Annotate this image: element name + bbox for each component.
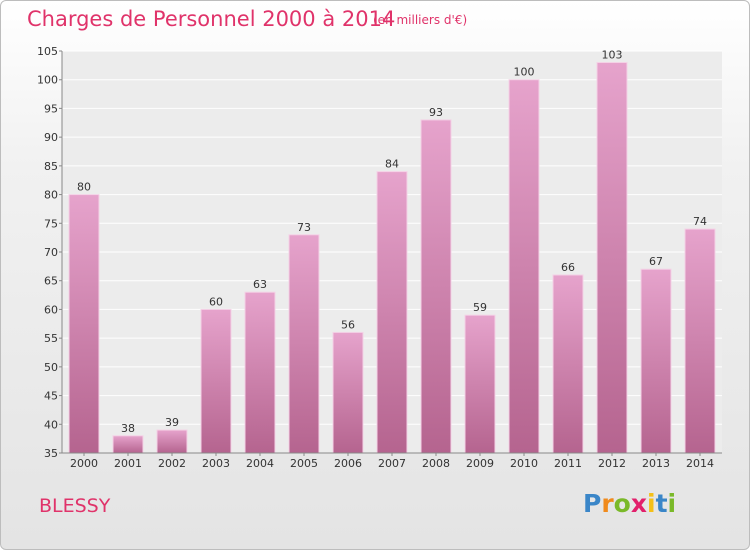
logo-letter: t [655,489,668,518]
x-tick-label: 2003 [202,457,230,470]
bar [552,274,584,454]
bar [332,331,364,454]
y-tick-label: 60 [44,303,58,316]
data-label: 103 [602,48,623,61]
y-tick-label: 85 [44,160,58,173]
logo-letter: x [630,489,647,518]
y-tick-label: 35 [44,447,58,460]
x-tick-label: 2000 [70,457,98,470]
commune-name: BLESSY [39,495,111,517]
data-label: 59 [473,301,487,314]
x-tick-label: 2007 [378,457,406,470]
logo-letter: i [667,489,677,518]
bars: 80 38 39 60 63 73 56 84 93 59 100 66 103 67 74 [68,48,716,454]
bar [200,308,232,454]
data-label: 73 [297,221,311,234]
y-tick-label: 70 [44,246,58,259]
x-tick-label: 2010 [510,457,538,470]
proxiti-logo[interactable]: Proxiti [583,489,676,518]
y-tick-label: 105 [37,45,58,58]
x-tick-label: 2005 [290,457,318,470]
bar [464,314,496,454]
data-label: 60 [209,295,223,308]
x-tick-label: 2009 [466,457,494,470]
y-tick-label: 40 [44,418,58,431]
y-tick-label: 50 [44,361,58,374]
logo-letter: P [583,489,602,518]
x-tick-label: 2012 [598,457,626,470]
x-tick-label: 2014 [686,457,714,470]
x-tick-label: 2008 [422,457,450,470]
bar [596,61,628,454]
bar [112,435,144,454]
data-label: 66 [561,261,575,274]
data-label: 84 [385,158,399,171]
logo-letter: r [601,489,614,518]
bar [508,79,540,454]
y-tick-label: 95 [44,102,58,115]
data-label: 67 [649,255,663,268]
y-tick-label: 100 [37,74,58,87]
x-tick-label: 2001 [114,457,142,470]
chart-title: Charges de Personnel 2000 à 2014 [27,7,396,31]
bar [640,268,672,454]
data-label: 38 [121,422,135,435]
axes: 35 40 45 50 55 60 65 70 75 80 85 90 95 100 105 2000 2001… [37,45,722,470]
bar [684,228,716,454]
x-tick-label: 2011 [554,457,582,470]
logo-letter: i [647,489,656,518]
x-tick-label: 2013 [642,457,670,470]
x-tick-label: 2004 [246,457,274,470]
data-label: 63 [253,278,267,291]
data-label: 74 [693,215,707,228]
x-tick-label: 2006 [334,457,362,470]
data-label: 39 [165,416,179,429]
data-label: 93 [429,106,443,119]
bar [376,171,408,454]
bar [244,291,276,454]
bar [420,119,452,454]
data-label: 56 [341,318,355,331]
x-tick-label: 2002 [158,457,186,470]
y-tick-label: 75 [44,217,58,230]
bar [288,234,320,454]
logo-letter: o [613,489,631,518]
y-tick-label: 55 [44,332,58,345]
chart-subtitle: (en milliers d'€) [373,13,468,27]
y-tick-label: 65 [44,275,58,288]
data-label: 100 [514,66,535,79]
y-tick-label: 80 [44,189,58,202]
y-tick-label: 45 [44,390,58,403]
y-tick-label: 90 [44,131,58,144]
bar [156,429,188,454]
bar [68,194,100,454]
data-label: 80 [77,181,91,194]
